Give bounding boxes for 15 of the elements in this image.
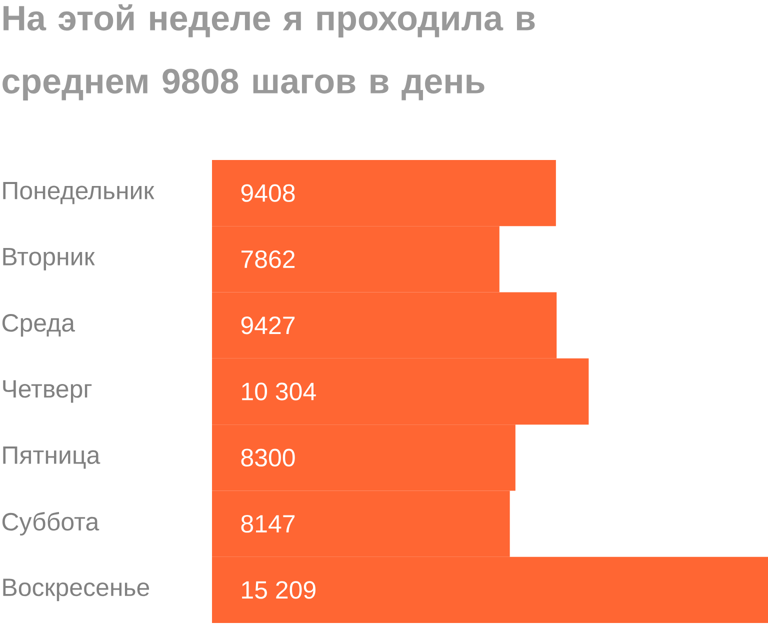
y-tick-label: Воскресенье bbox=[3, 578, 150, 602]
data-label: 10 304 bbox=[242, 382, 316, 400]
data-label: 7862 bbox=[241, 250, 295, 268]
y-tick-label: Четверг bbox=[3, 380, 92, 403]
data-label: 8147 bbox=[241, 514, 295, 533]
data-label: 8300 bbox=[241, 448, 295, 466]
data-label: 15 209 bbox=[242, 581, 316, 599]
data-label: 9408 bbox=[241, 184, 295, 202]
data-label: 9427 bbox=[241, 316, 295, 334]
y-tick-label: Среда bbox=[2, 314, 76, 337]
y-tick-label: Суббота bbox=[2, 512, 100, 536]
y-tick-label: Вторник bbox=[3, 248, 95, 270]
y-tick-label: Пятница bbox=[3, 446, 100, 469]
chart-title: На этой неделе я проходила в среднем 9808 шагов в день bbox=[2, 4, 535, 101]
y-tick-label: Понедельник bbox=[3, 182, 154, 204]
